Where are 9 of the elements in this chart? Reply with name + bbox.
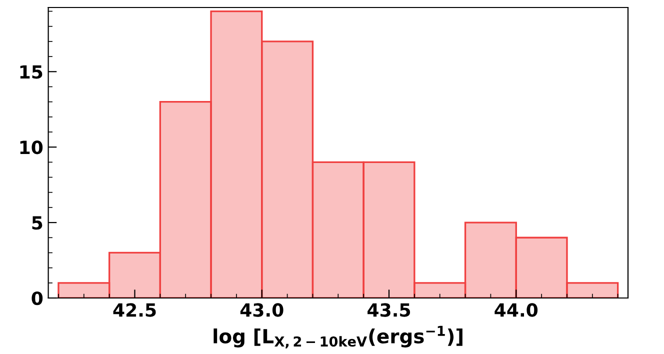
- y-tick-label: 10: [20, 140, 43, 154]
- y-tick-label: 5: [32, 216, 42, 230]
- x-tick-label: 43.5: [368, 303, 410, 317]
- y-tick-label: 0: [32, 291, 43, 306]
- x-axis-title: log [L$_{X,2−10keV}$(ergs$^{−1}$)]: [214, 326, 462, 348]
- x-tick-label: 42.5: [113, 303, 156, 317]
- x-tick-label: 43.0: [240, 303, 284, 317]
- y-tick-label: 15: [20, 65, 42, 79]
- x-tick-label: 44.0: [494, 303, 538, 317]
